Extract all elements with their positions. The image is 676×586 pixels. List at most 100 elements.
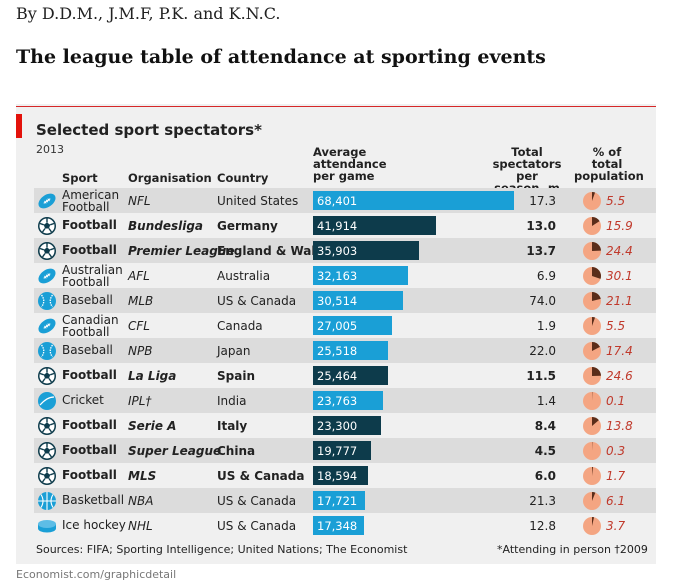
organisation-label: NHL <box>128 519 153 533</box>
attendance-label: 25,518 <box>317 344 358 358</box>
organisation-label: IPL† <box>128 394 152 408</box>
sport-label: Football <box>62 468 117 482</box>
chart-year: 2013 <box>36 143 64 156</box>
country-label: Italy <box>217 419 248 433</box>
attendance-label: 19,777 <box>317 444 358 458</box>
country-label: Germany <box>217 219 278 233</box>
attendance-label: 35,903 <box>317 244 358 258</box>
header-total: Total spectators per season, m <box>492 145 562 194</box>
header-sport: Sport <box>62 171 98 185</box>
attendance-label: 68,401 <box>317 194 358 208</box>
total-spectators: 8.4 <box>534 419 556 433</box>
table-row: Baseball MLB US & Canada 30,514 74.0 21.1 <box>34 288 656 313</box>
attendance-bar <box>313 466 368 485</box>
population-pie <box>583 417 601 435</box>
population-pie <box>583 217 601 235</box>
organisation-label: NBA <box>128 494 154 508</box>
canadian-football-icon <box>38 318 56 334</box>
attendance-label: 25,464 <box>317 369 358 383</box>
sport-label: Football <box>62 443 117 457</box>
organisation-label: Serie A <box>128 419 177 433</box>
header-organisation: Organisation <box>128 171 212 185</box>
organisation-label: NFL <box>128 194 151 208</box>
organisation-label: AFL <box>128 269 150 283</box>
attendance-label: 23,763 <box>317 394 358 408</box>
table-row: American Football NFL United States 68,401 1… <box>34 188 656 213</box>
population-percent: 24.4 <box>606 244 633 258</box>
attendance-bar <box>313 191 514 210</box>
population-percent: 0.3 <box>606 444 626 458</box>
footnote: *Attending in person †2009 <box>497 543 648 556</box>
population-percent: 6.1 <box>606 494 626 508</box>
cricket-ball-icon <box>38 392 56 410</box>
population-percent: 15.9 <box>606 219 633 233</box>
attendance-label: 18,594 <box>317 469 358 483</box>
attendance-label: 32,163 <box>317 269 358 283</box>
table-row: Ice hockey NHL US & Canada 17,348 12.8 3.7 <box>34 513 656 538</box>
attendance-bar <box>313 291 403 310</box>
population-pie <box>583 467 601 485</box>
soccer-ball-icon <box>38 417 56 435</box>
attendance-label: 23,300 <box>317 419 358 433</box>
header-country: Country <box>217 171 269 185</box>
header-pct: % of total population <box>574 145 644 183</box>
attendance-bar <box>313 441 372 460</box>
population-pie <box>583 392 601 410</box>
american-football-icon <box>38 193 56 209</box>
soccer-ball-icon <box>38 242 56 260</box>
table-row: Basketball NBA US & Canada 17,721 21.3 6.1 <box>34 488 656 513</box>
population-percent: 0.1 <box>606 394 626 408</box>
sport-label: Ice hockey <box>62 518 126 532</box>
baseball-icon <box>38 292 56 310</box>
total-spectators: 4.5 <box>534 444 556 458</box>
population-percent: 24.6 <box>606 369 633 383</box>
sport-label: Canadian Football <box>62 313 119 339</box>
soccer-ball-icon <box>38 217 56 235</box>
attendance-label: 30,514 <box>317 294 358 308</box>
sport-label: Cricket <box>62 393 104 407</box>
total-spectators: 13.0 <box>526 219 556 233</box>
table-row: Football Bundesliga Germany 41,914 13.0 15.9 <box>34 213 656 238</box>
table-row: Football La Liga Spain 25,464 11.5 24.6 <box>34 363 656 388</box>
attendance-label: 41,914 <box>317 219 358 233</box>
country-label: India <box>217 394 247 408</box>
table-row: Canadian Football CFL Canada 27,005 1.9 5.5 <box>34 313 656 338</box>
total-spectators: 12.8 <box>529 519 556 533</box>
organisation-label: Premier League <box>128 244 235 258</box>
population-pie <box>583 517 601 535</box>
total-spectators: 6.0 <box>534 469 556 483</box>
attendance-bar <box>313 491 366 510</box>
attendance-label: 17,721 <box>317 494 358 508</box>
country-label: US & Canada <box>217 494 297 508</box>
country-label: United States <box>217 194 299 208</box>
organisation-label: Super League <box>128 444 222 458</box>
population-pie <box>583 192 601 210</box>
attendance-bar <box>313 266 408 285</box>
population-pie <box>583 267 601 285</box>
country-label: Canada <box>217 319 263 333</box>
attendance-bar <box>313 391 383 410</box>
table-row: Baseball NPB Japan 25,518 22.0 17.4 <box>34 338 656 363</box>
total-spectators: 13.7 <box>526 244 556 258</box>
byline: By D.D.M., J.M.F, P.K. and K.N.C. <box>16 4 281 23</box>
attendance-bar <box>313 416 382 435</box>
population-pie <box>583 317 601 335</box>
population-pie <box>583 242 601 260</box>
attendance-bar <box>313 366 388 385</box>
hockey-puck-icon <box>38 520 56 533</box>
total-spectators: 74.0 <box>529 294 556 308</box>
attendance-bar <box>313 216 437 235</box>
top-rule <box>16 106 656 107</box>
sources: Sources: FIFA; Sporting Intelligence; Un… <box>36 543 408 556</box>
population-pie <box>583 442 601 460</box>
population-percent: 1.7 <box>606 469 626 483</box>
country-label: England & Wales <box>217 244 331 258</box>
organisation-label: CFL <box>128 319 150 333</box>
organisation-label: MLB <box>128 294 154 308</box>
population-percent: 5.5 <box>606 319 626 333</box>
soccer-ball-icon <box>38 367 56 385</box>
chart-title: Selected sport spectators* <box>36 121 262 139</box>
attendance-label: 27,005 <box>317 319 358 333</box>
population-pie <box>583 492 601 510</box>
country-label: China <box>217 444 256 458</box>
